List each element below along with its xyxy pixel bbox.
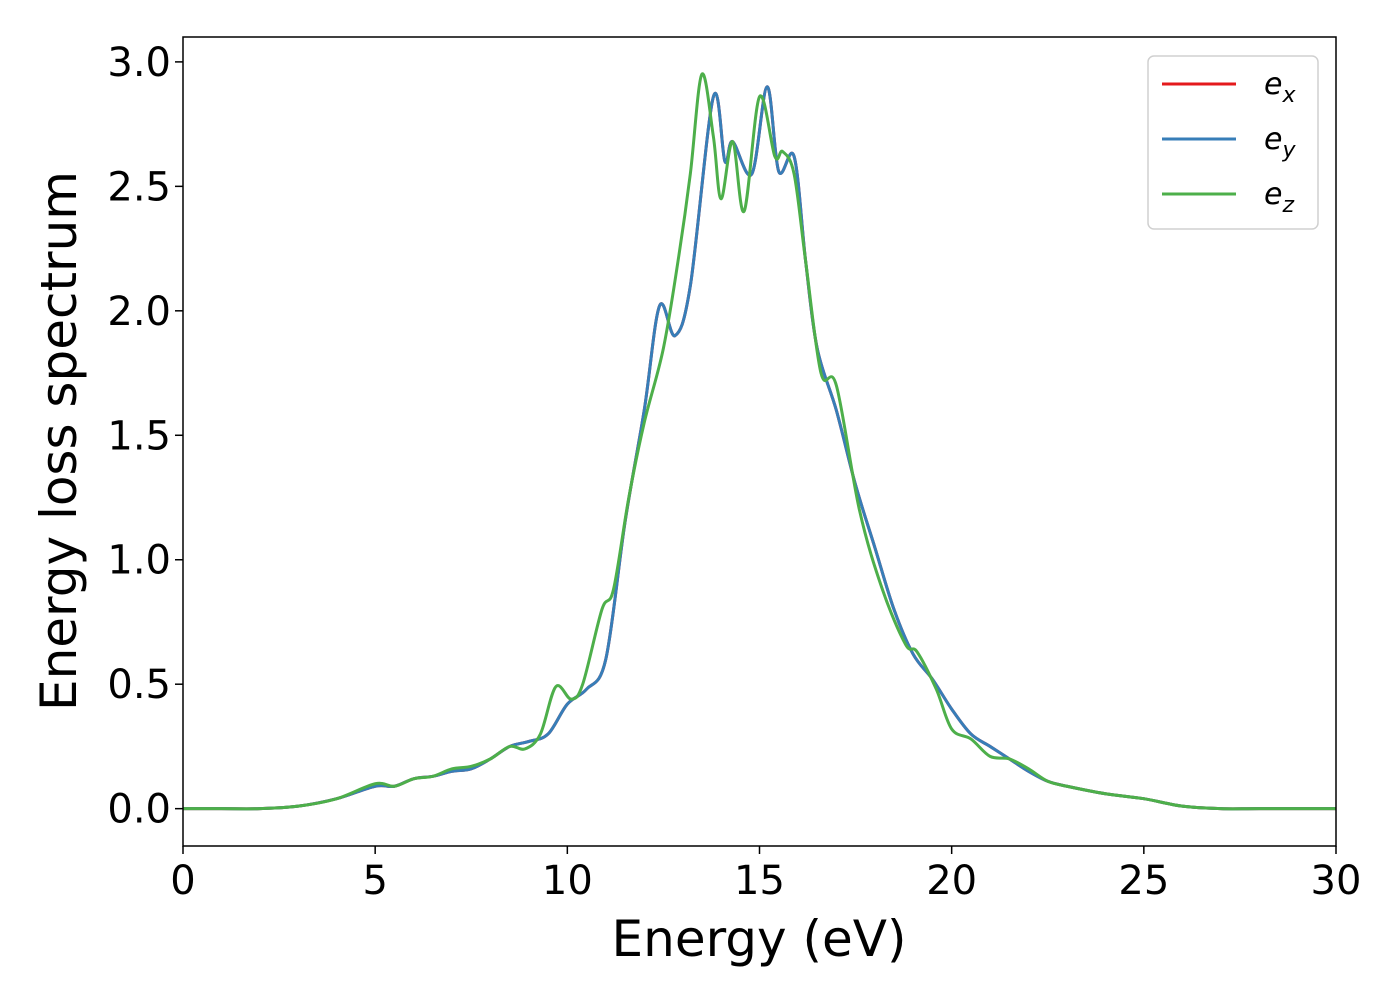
plot-background (183, 37, 1336, 846)
x-axis-label: Energy (eV) (612, 910, 907, 968)
x-tick-label: 25 (1118, 858, 1169, 904)
legend-label-ey: ey (1264, 122, 1296, 163)
legend: ex ey ez (1147, 55, 1319, 230)
series-line-ez (183, 72, 1336, 811)
x-tick-label: 30 (1311, 858, 1362, 904)
y-tick-label: 1.0 (107, 538, 171, 584)
y-tick-label: 0.0 (107, 787, 171, 833)
legend-box (1147, 55, 1319, 230)
y-tick-label: 3.0 (107, 40, 171, 86)
x-tick-label: 20 (926, 858, 977, 904)
x-tick-label: 10 (542, 858, 593, 904)
x-axis-ticks: 0 5 10 15 20 25 30 (170, 846, 1361, 904)
y-tick-label: 1.5 (107, 413, 171, 459)
legend-label-ex: ex (1264, 67, 1296, 108)
y-tick-label: 0.5 (107, 662, 171, 708)
y-axis-label: Energy loss spectrum (30, 171, 88, 711)
y-axis-ticks: 0.0 0.5 1.0 1.5 2.0 2.5 3.0 (107, 40, 183, 833)
x-tick-label: 15 (734, 858, 785, 904)
x-tick-label: 0 (170, 858, 195, 904)
series-layer (183, 72, 1336, 811)
y-tick-label: 2.5 (107, 164, 171, 210)
y-tick-label: 2.0 (107, 289, 171, 335)
legend-label-ez: ez (1264, 177, 1294, 218)
x-tick-label: 5 (362, 858, 387, 904)
